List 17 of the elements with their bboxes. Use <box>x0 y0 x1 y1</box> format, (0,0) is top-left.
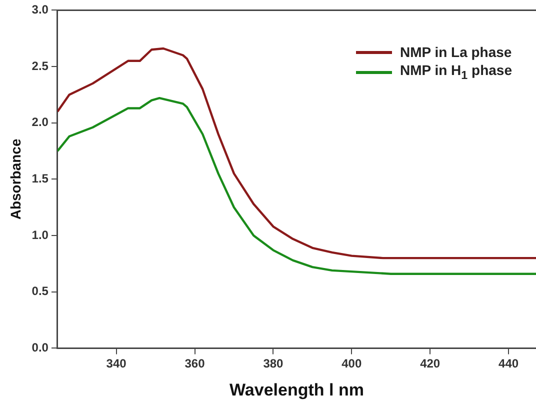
x-axis-title: Wavelength l nm <box>230 380 364 400</box>
y-tick-label: 1.5 <box>32 172 49 186</box>
y-tick-label: 2.5 <box>32 58 49 73</box>
x-tick-label: 400 <box>342 356 362 371</box>
x-tick-label: 420 <box>420 356 440 371</box>
y-tick-label: 2.0 <box>32 115 49 130</box>
y-tick-label: 0.5 <box>32 284 49 298</box>
legend-label: NMP in La phase <box>400 44 512 60</box>
x-tick-label: 360 <box>184 356 206 371</box>
x-tick-label: 380 <box>263 356 284 371</box>
y-tick-label: 3.0 <box>32 2 49 17</box>
y-axis-title: Absorbance <box>7 138 24 220</box>
x-tick-label: 440 <box>498 356 519 371</box>
y-tick-label: 0.0 <box>32 340 49 355</box>
y-tick-label: 1.0 <box>32 228 49 242</box>
x-tick-label: 340 <box>106 356 127 371</box>
legend-label: NMP in H$_{1}$ phase <box>400 62 512 82</box>
